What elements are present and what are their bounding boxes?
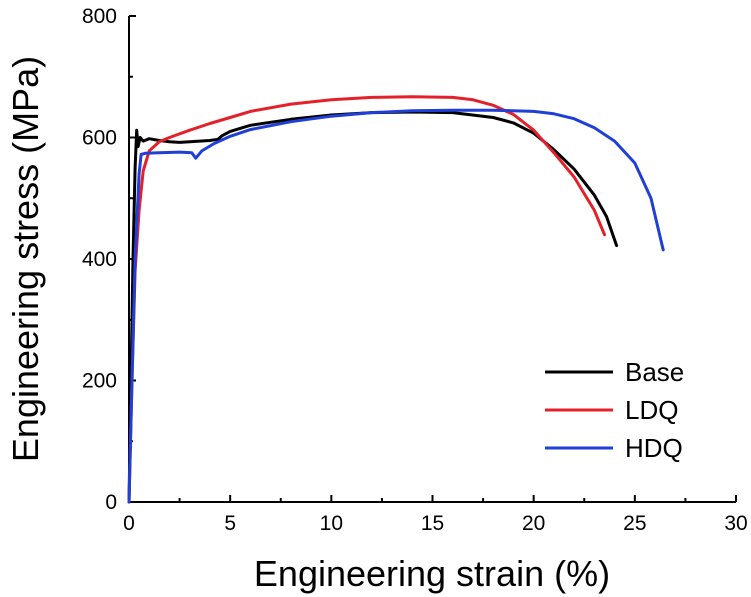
x-tick-label: 5 <box>224 512 236 535</box>
x-tick-label: 25 <box>623 512 646 535</box>
series-group <box>127 95 665 504</box>
y-axis-title: Engineering stress (MPa) <box>5 56 46 462</box>
x-tick-label: 15 <box>421 512 444 535</box>
x-tick-label: 20 <box>522 512 545 535</box>
series-line-base <box>127 110 619 504</box>
y-axis: 0 200 400 600 800 <box>82 5 136 514</box>
legend: Base LDQ HDQ <box>545 357 684 463</box>
x-tick-label: 10 <box>320 512 343 535</box>
plot-area <box>128 16 736 503</box>
x-tick-label: 30 <box>724 512 747 535</box>
y-tick-label: 800 <box>82 5 117 28</box>
y-tick-label: 600 <box>82 127 117 150</box>
legend-label-base: Base <box>625 357 684 387</box>
series-line-hdq <box>127 108 665 504</box>
x-axis-title: Engineering strain (%) <box>254 553 610 594</box>
series-line-ldq <box>127 95 606 504</box>
y-tick-label: 200 <box>82 370 117 393</box>
y-tick-label: 0 <box>105 491 117 514</box>
x-tick-label: 0 <box>123 512 135 535</box>
x-axis: 0 5 10 15 20 25 30 <box>123 495 748 535</box>
legend-label-ldq: LDQ <box>625 395 678 425</box>
legend-label-hdq: HDQ <box>625 433 683 463</box>
y-tick-label: 400 <box>82 248 117 271</box>
